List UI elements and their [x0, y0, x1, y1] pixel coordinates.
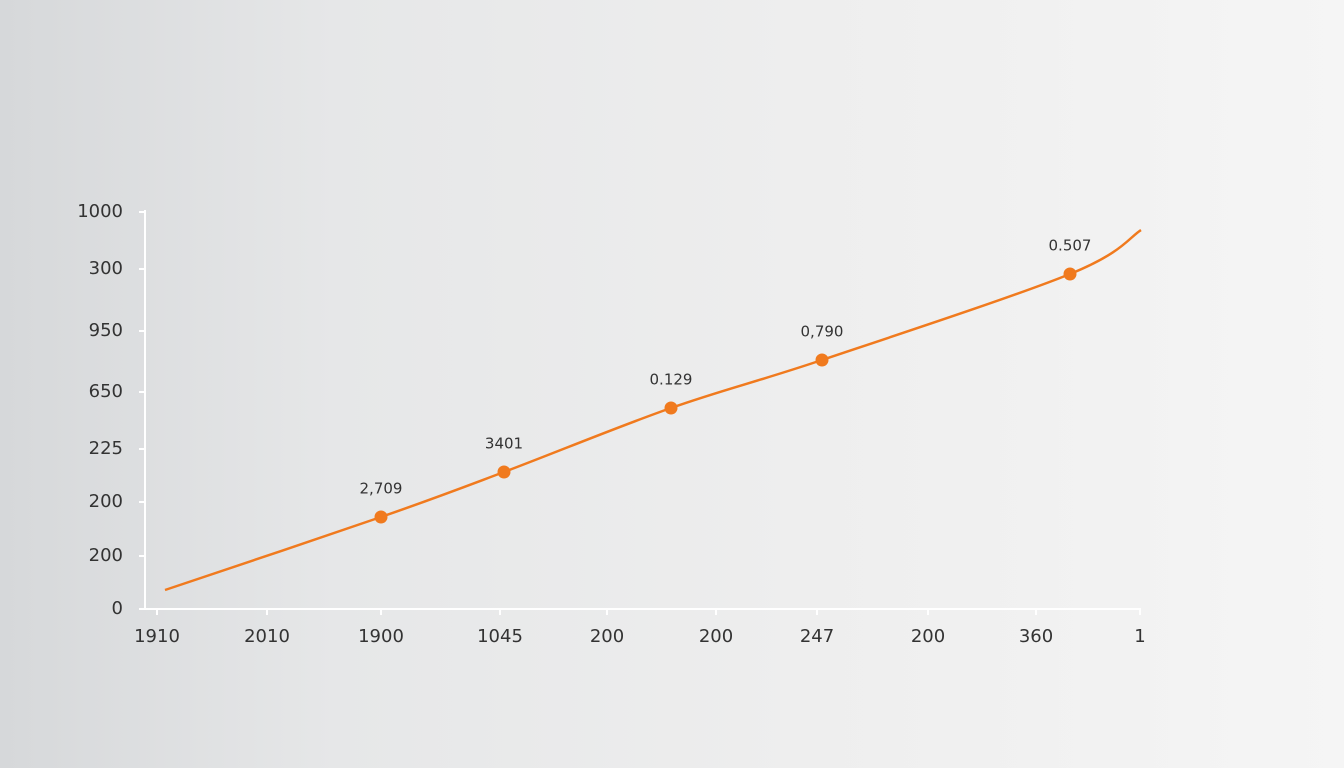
point: [664, 401, 678, 415]
y-tick-label: 200: [89, 545, 123, 566]
point: [1063, 267, 1077, 281]
y-tick-label: 0: [112, 598, 123, 619]
x-tick-label: 1900: [358, 626, 404, 647]
x-tick-label: 200: [699, 626, 733, 647]
y-tick-label: 200: [89, 491, 123, 512]
point-label: 0.129: [650, 371, 693, 389]
point-label: 2,709: [360, 480, 403, 498]
point-label: 3401: [485, 435, 523, 453]
point-label: 0,790: [801, 323, 844, 341]
x-tick-label: 200: [911, 626, 945, 647]
point: [497, 465, 511, 479]
y-tick-label: 225: [89, 438, 123, 459]
x-tick-label: 2010: [244, 626, 290, 647]
y-tick-label: 950: [89, 320, 123, 341]
x-tick-label: 360: [1019, 626, 1053, 647]
point: [815, 353, 829, 367]
x-tick-label: 1045: [477, 626, 523, 647]
y-tick-label: 300: [89, 258, 123, 279]
x-tick-label: 1910: [134, 626, 180, 647]
x-tick-label: 1: [1134, 626, 1145, 647]
x-tick-label: 247: [800, 626, 834, 647]
point: [374, 510, 388, 524]
y-tick-label: 650: [89, 381, 123, 402]
point-label: 0.507: [1049, 237, 1092, 255]
y-tick-label: 1000: [77, 201, 123, 222]
line: [164, 228, 1142, 592]
x-tick-label: 200: [590, 626, 624, 647]
